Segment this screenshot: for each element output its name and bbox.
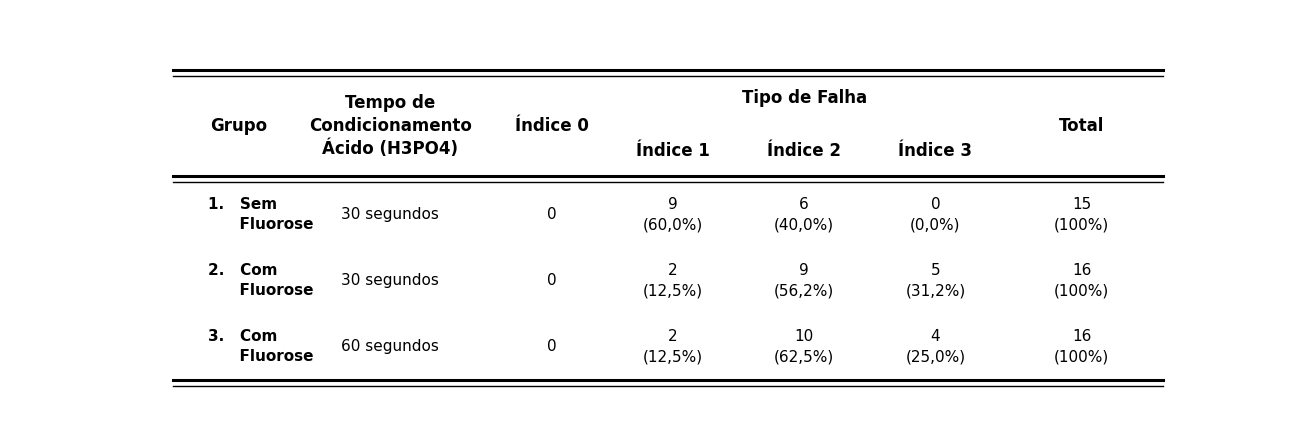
Text: Tipo de Falha: Tipo de Falha <box>741 89 866 107</box>
Text: 4
(25,0%): 4 (25,0%) <box>906 329 966 364</box>
Text: 9
(60,0%): 9 (60,0%) <box>642 198 702 232</box>
Text: 0: 0 <box>547 273 556 288</box>
Text: 9
(56,2%): 9 (56,2%) <box>774 263 834 298</box>
Text: 10
(62,5%): 10 (62,5%) <box>774 329 834 364</box>
Text: 2.   Com
      Fluorose: 2. Com Fluorose <box>208 263 314 298</box>
Text: 16
(100%): 16 (100%) <box>1054 263 1109 298</box>
Text: Tempo de
Condicionamento
Ácido (H3PO4): Tempo de Condicionamento Ácido (H3PO4) <box>309 93 472 158</box>
Text: 2
(12,5%): 2 (12,5%) <box>642 263 702 298</box>
Text: 6
(40,0%): 6 (40,0%) <box>774 198 834 232</box>
Text: Índice 2: Índice 2 <box>767 142 842 160</box>
Text: Índice 1: Índice 1 <box>636 142 710 160</box>
Text: 16
(100%): 16 (100%) <box>1054 329 1109 364</box>
Text: 3.   Com
      Fluorose: 3. Com Fluorose <box>208 329 314 364</box>
Text: Índice 0: Índice 0 <box>515 117 589 135</box>
Text: 0
(0,0%): 0 (0,0%) <box>909 198 960 232</box>
Text: 0: 0 <box>547 339 556 354</box>
Text: Índice 3: Índice 3 <box>898 142 972 160</box>
Text: 30 segundos: 30 segundos <box>341 273 439 288</box>
Text: 15
(100%): 15 (100%) <box>1054 198 1109 232</box>
Text: 2
(12,5%): 2 (12,5%) <box>642 329 702 364</box>
Text: 0: 0 <box>547 207 556 222</box>
Text: 5
(31,2%): 5 (31,2%) <box>906 263 966 298</box>
Text: 1.   Sem
      Fluorose: 1. Sem Fluorose <box>208 198 314 232</box>
Text: Total: Total <box>1059 117 1105 135</box>
Text: 30 segundos: 30 segundos <box>341 207 439 222</box>
Text: 60 segundos: 60 segundos <box>341 339 439 354</box>
Text: Grupo: Grupo <box>210 117 267 135</box>
